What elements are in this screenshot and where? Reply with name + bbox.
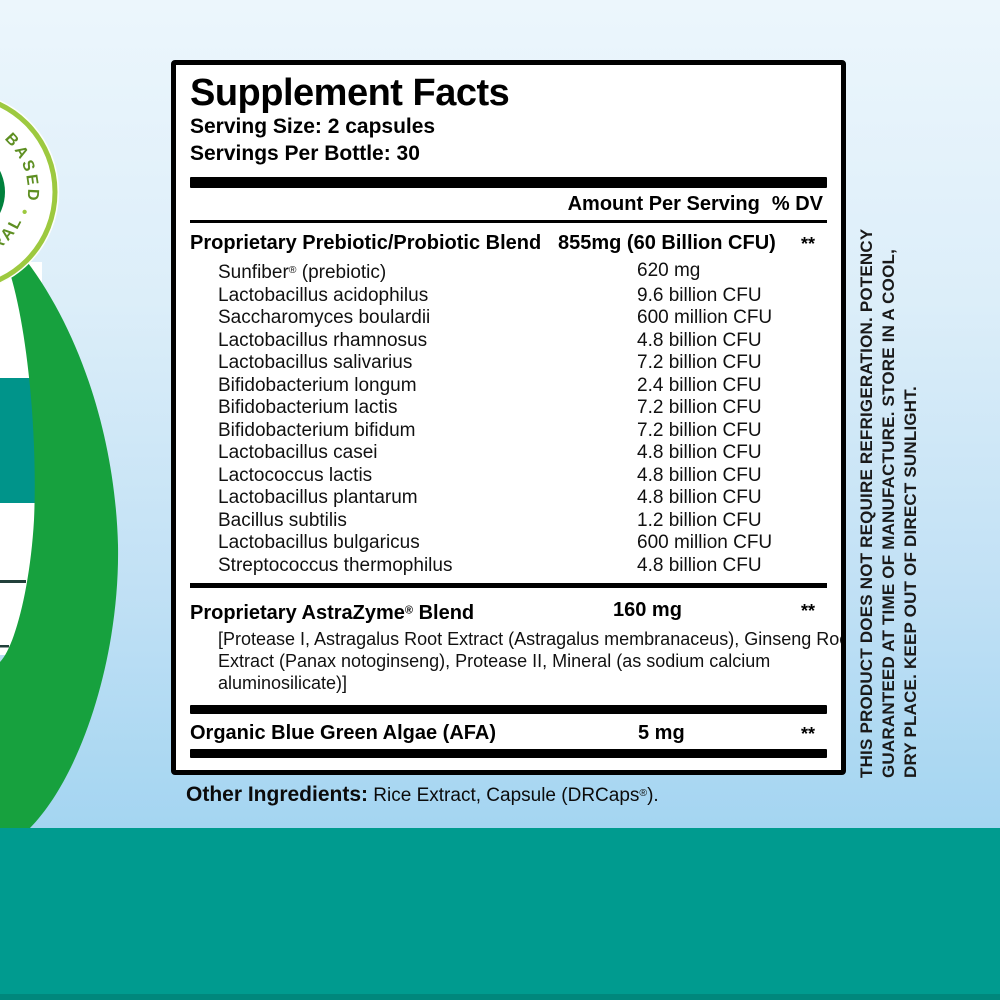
- dv-header: % DV: [771, 193, 823, 215]
- footnote-symbol: **: [194, 768, 208, 770]
- blend-header-row: Proprietary Prebiotic/Probiotic Blend 85…: [190, 230, 827, 256]
- ingredient-row: Streptococcus thermophilus 4.8 billion CF…: [190, 555, 827, 578]
- storage-line: DRY PLACE. KEEP OUT OF DIRECT SUNLIGHT.: [901, 386, 920, 778]
- other-ingredients-label: Other Ingredients:: [186, 783, 369, 806]
- amount-per-serving-header: Amount Per Serving: [567, 193, 760, 215]
- divider-thick-top: [190, 177, 827, 188]
- algae-dv: **: [800, 723, 815, 744]
- ingredient-name: Lactobacillus salivarius: [218, 352, 413, 374]
- ingredient-amount: 9.6 billion CFU: [637, 284, 762, 306]
- ingredient-name: Bacillus subtilis: [218, 509, 347, 531]
- algae-amount: 5 mg: [638, 721, 685, 744]
- other-ingredients: Other Ingredients: Rice Extract, Capsule…: [186, 783, 659, 807]
- footer-band: Distributed by: Life Infused, LLC 2725 N…: [0, 828, 1000, 1000]
- ingredient-row: Sunfiber® (prebiotic) 620 mg: [190, 260, 827, 285]
- astrazyme-header-row: Proprietary AstraZyme® Blend 160 mg **: [190, 597, 827, 626]
- serving-size: Serving Size: 2 capsules: [190, 115, 436, 138]
- ingredient-name: Bifidobacterium lactis: [218, 397, 398, 419]
- ingredient-amount: 620 mg: [637, 260, 701, 281]
- ingredient-name: Lactococcus lactis: [218, 464, 373, 486]
- astrazyme-name: Proprietary AstraZyme® Blend: [190, 601, 475, 624]
- ingredient-row: Lactobacillus plantarum 4.8 billion CFU: [190, 487, 827, 510]
- ingredient-amount: 7.2 billion CFU: [637, 352, 762, 374]
- ingredient-row: Lactobacillus casei 4.8 billion CFU: [190, 442, 827, 465]
- storage-line: THIS PRODUCT DOES NOT REQUIRE REFRIGERAT…: [857, 228, 876, 778]
- astrazyme-description: [Protease I, Astragalus Root Extract (As…: [218, 628, 846, 693]
- algae-name: Organic Blue Green Algae (AFA): [190, 721, 496, 744]
- divider-medium: [190, 583, 827, 589]
- blend-amount: 855mg (60 Billion CFU): [558, 232, 776, 254]
- badge-inner-circle: [0, 170, 5, 214]
- ingredient-row: Lactobacillus salivarius 7.2 billion CFU: [190, 352, 827, 375]
- badge-ring: [0, 101, 58, 283]
- panel-title: Supplement Facts: [190, 72, 510, 114]
- ingredient-name: Lactobacillus plantarum: [218, 487, 418, 509]
- supplement-facts-panel: Supplement Facts Serving Size: 2 capsule…: [171, 60, 846, 775]
- ingredient-amount: 1.2 billion CFU: [637, 509, 762, 531]
- ingredient-amount: 7.2 billion CFU: [637, 397, 762, 419]
- stripe-rule-2: [0, 645, 9, 648]
- other-ingredients-text: Rice Extract, Capsule (DRCaps®).: [368, 785, 659, 806]
- ingredient-amount: 4.8 billion CFU: [637, 487, 762, 509]
- ingredient-name: Saccharomyces boulardii: [218, 307, 431, 329]
- daily-value-footnote: ** Daily Value Not Established: [190, 767, 827, 770]
- badge-separator-dot: •: [22, 204, 27, 221]
- ingredient-row: Bifidobacterium lactis 7.2 billion CFU: [190, 397, 827, 420]
- column-header-row: Amount Per Serving % DV: [190, 188, 827, 220]
- ingredient-name: Bifidobacterium longum: [218, 374, 417, 396]
- left-panel-artwork: BASED RAL •: [0, 100, 119, 828]
- ingredient-amount: 4.8 billion CFU: [637, 554, 762, 576]
- ingredient-row: Lactococcus lactis 4.8 billion CFU: [190, 465, 827, 488]
- divider-thick-bottom: [190, 748, 827, 758]
- ingredient-amount: 2.4 billion CFU: [637, 374, 762, 396]
- green-arc-swoosh: [0, 243, 119, 828]
- astrazyme-dv: **: [800, 601, 815, 622]
- blend-items-list: Sunfiber® (prebiotic) 620 mg Lactobacillus…: [190, 260, 827, 577]
- blend-name: Proprietary Prebiotic/Probiotic Blend: [190, 232, 542, 254]
- ingredient-name: Lactobacillus rhamnosus: [218, 329, 428, 351]
- ingredient-row: Lactobacillus acidophilus 9.6 billion CFU: [190, 285, 827, 308]
- astrazyme-amount: 160 mg: [613, 599, 682, 622]
- ingredient-name: Lactobacillus acidophilus: [218, 284, 429, 306]
- ingredient-row: Lactobacillus rhamnosus 4.8 billion CFU: [190, 330, 827, 353]
- ingredient-row: Bifidobacterium bifidum 7.2 billion CFU: [190, 420, 827, 443]
- divider-thick-mid: [190, 704, 827, 714]
- ingredient-name: Sunfiber® (prebiotic): [218, 262, 387, 284]
- divider-thin: [190, 220, 827, 223]
- servings-per-bottle: Servings Per Bottle: 30: [190, 142, 420, 165]
- stripe-rule-1: [0, 580, 26, 583]
- footnote-text: Daily Value Not Established: [218, 769, 480, 770]
- blend-dv: **: [800, 234, 815, 254]
- ingredient-amount: 4.8 billion CFU: [637, 464, 762, 486]
- ingredient-row: Lactobacillus bulgaricus 600 million CFU: [190, 532, 827, 555]
- ingredient-amount: 4.8 billion CFU: [637, 442, 762, 464]
- ingredient-amount: 4.8 billion CFU: [637, 329, 762, 351]
- ingredient-name: Lactobacillus casei: [218, 442, 378, 464]
- storage-line: GUARANTEED AT TIME OF MANUFACTURE. STORE…: [879, 248, 898, 778]
- ingredient-row: Bifidobacterium longum 2.4 billion CFU: [190, 375, 827, 398]
- storage-notice: THIS PRODUCT DOES NOT REQUIRE REFRIGERAT…: [856, 160, 924, 778]
- plant-based-badge: BASED RAL •: [0, 100, 59, 284]
- ingredient-row: Saccharomyces boulardii 600 million CFU: [190, 307, 827, 330]
- algae-row: Organic Blue Green Algae (AFA) 5 mg **: [190, 720, 827, 746]
- ingredient-amount: 600 million CFU: [637, 307, 773, 329]
- footer-bottom-edge: [0, 994, 1000, 1000]
- ingredient-amount: 600 million CFU: [637, 532, 773, 554]
- ingredient-row: Bacillus subtilis 1.2 billion CFU: [190, 510, 827, 533]
- ingredient-name: Streptococcus thermophilus: [218, 554, 453, 576]
- ingredient-amount: 7.2 billion CFU: [637, 419, 762, 441]
- ingredient-name: Lactobacillus bulgaricus: [218, 532, 420, 554]
- ingredient-name: Bifidobacterium bifidum: [218, 419, 416, 441]
